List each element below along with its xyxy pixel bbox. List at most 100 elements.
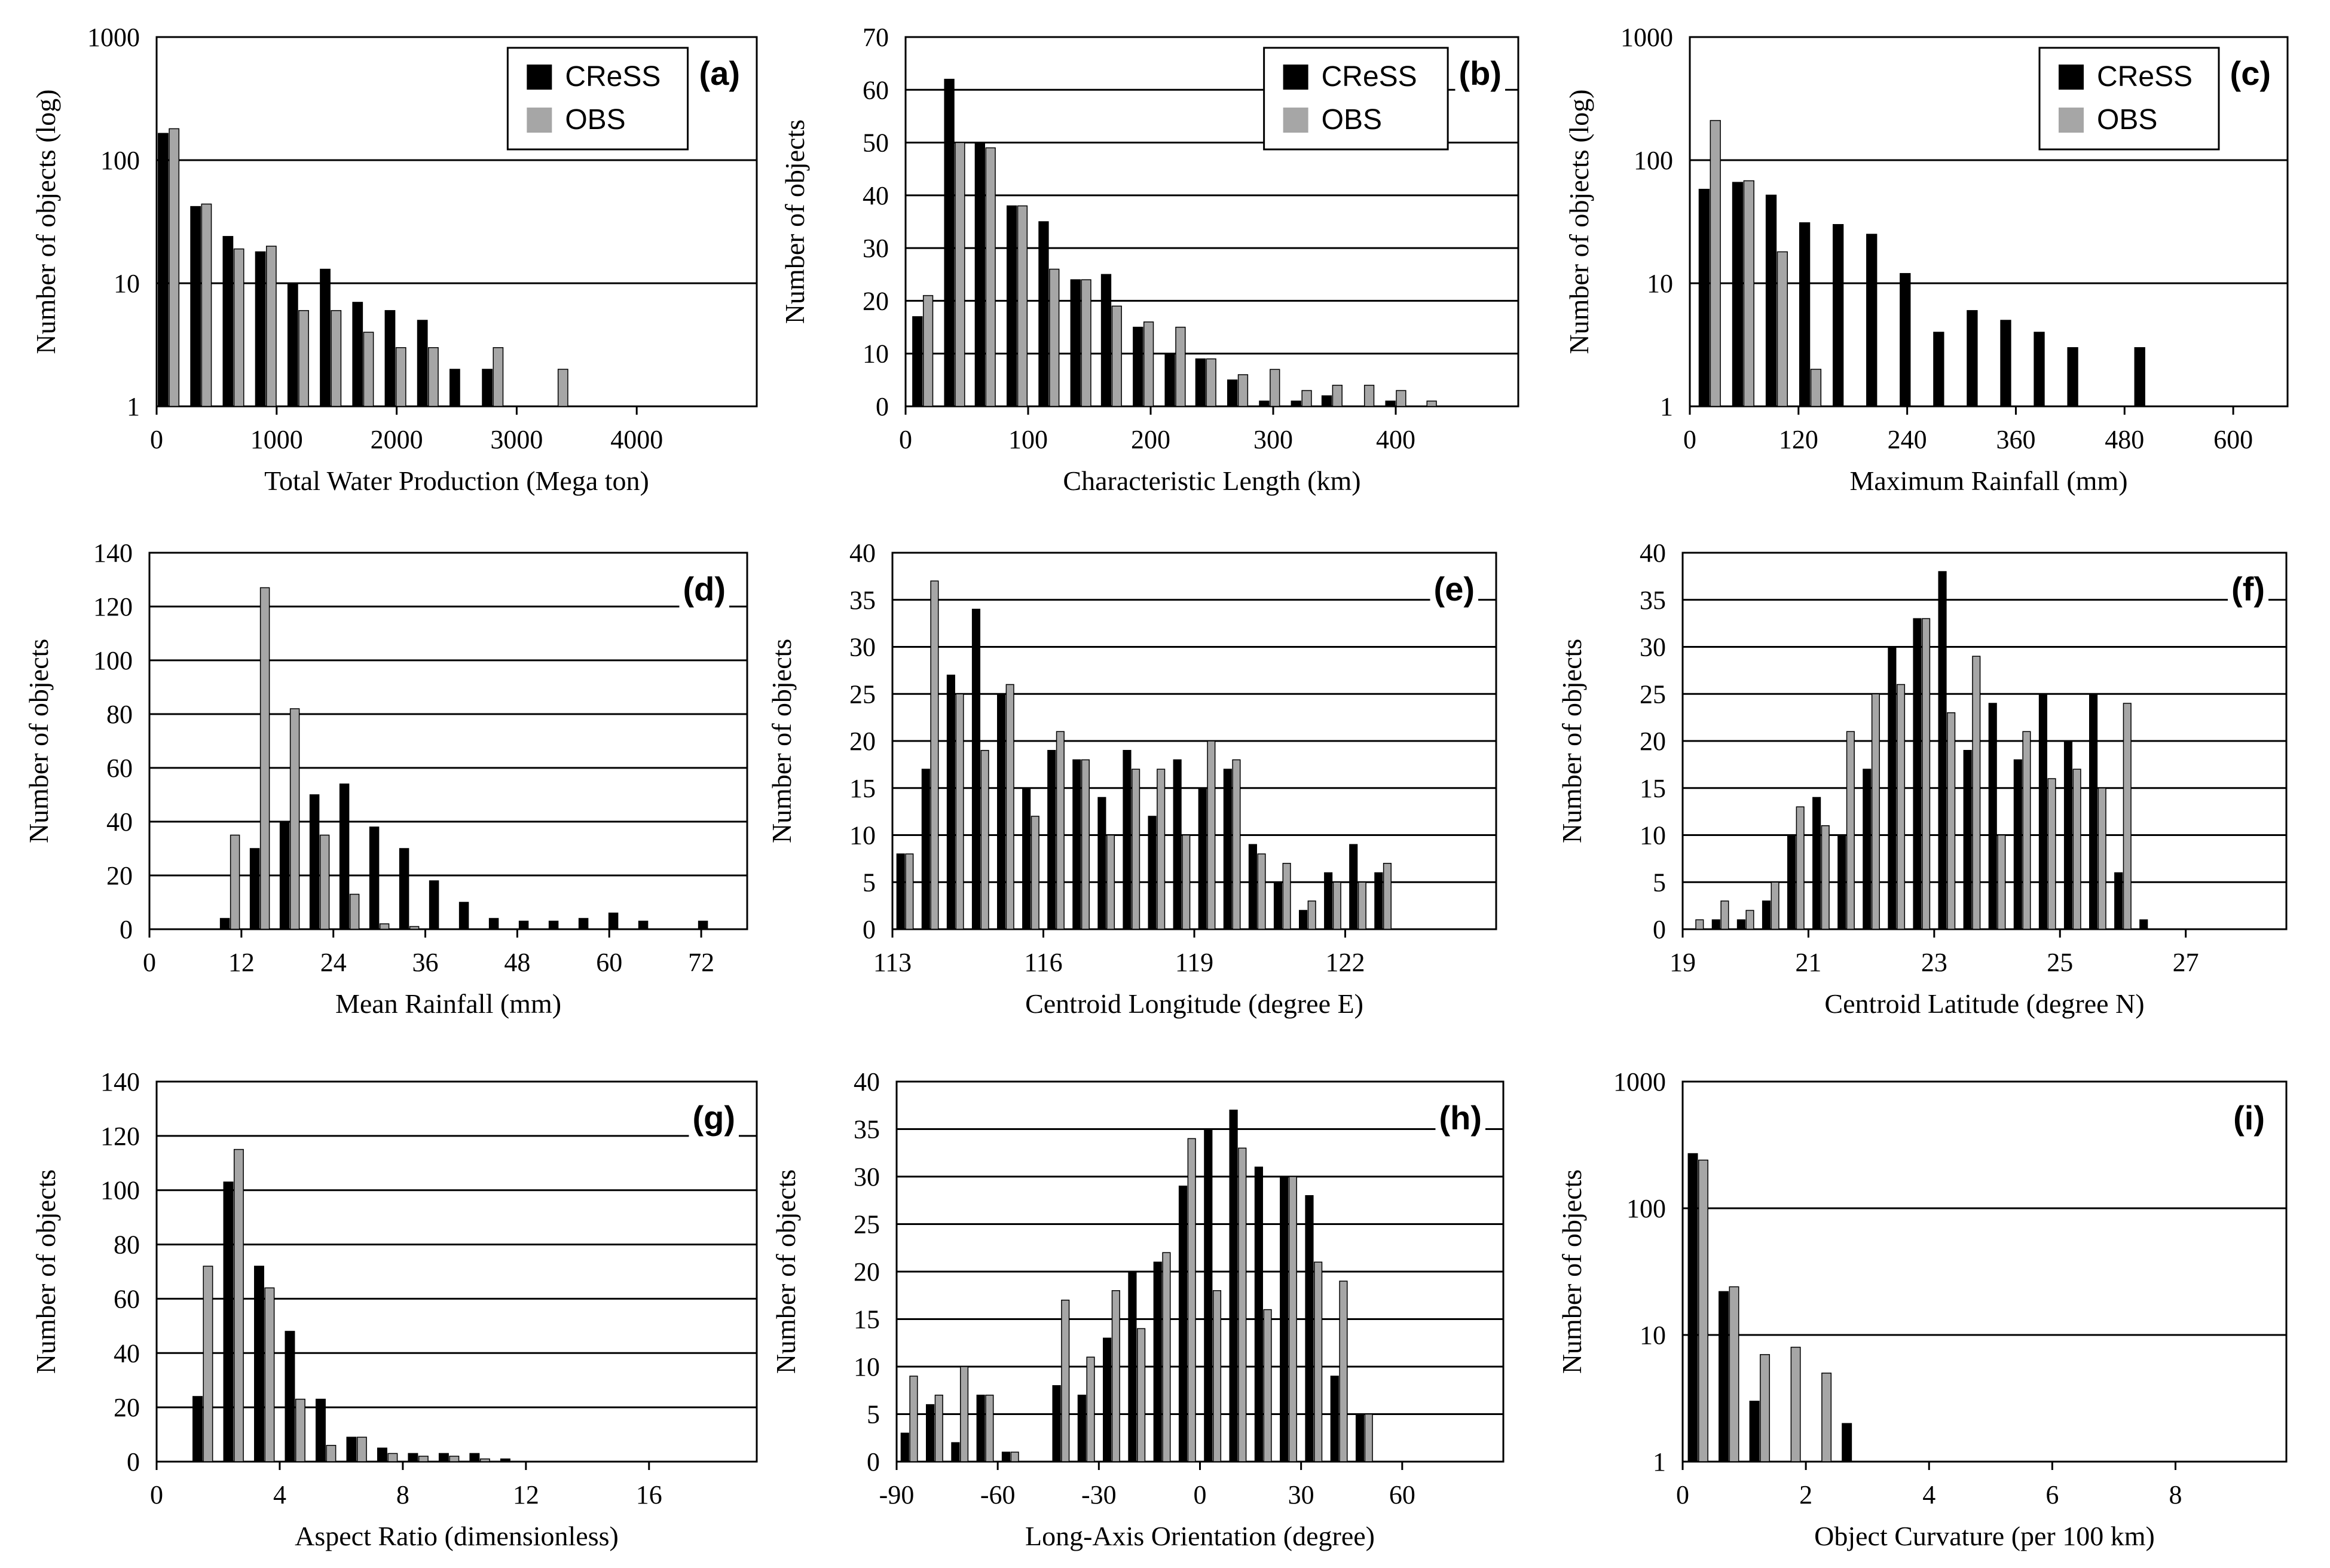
legend-label-cress: CReSS [565,61,661,93]
x-tick-label: 8 [2169,1480,2182,1509]
y-axis-label: Number of objects (log) [1564,89,1594,354]
bar-cress [608,912,619,930]
bar-cress [450,369,460,407]
bar-cress [1698,188,1710,407]
y-tick-label: 40 [863,181,889,210]
bar-cress [1006,205,1017,407]
bar-obs [955,693,964,930]
x-tick-label: 0 [143,948,156,977]
bar-cress [1148,816,1157,930]
bar-cress [2013,759,2022,930]
bar-obs [1086,1356,1095,1462]
panel-label: (e) [1434,570,1475,608]
bar-obs [1111,1290,1120,1462]
x-tick-label: 0 [1676,1480,1689,1509]
bar-obs [1301,390,1312,407]
bar-cress [1765,194,1777,407]
y-tick-label: 30 [854,1162,880,1192]
legend-label-cress: CReSS [2097,61,2193,93]
bar-cress [1047,750,1056,930]
plot-area [1681,1080,2288,1463]
bar-obs [1237,374,1249,407]
bar-cress [1259,400,1270,407]
x-tick-label: 30 [1288,1480,1314,1509]
bar-cress [1736,919,1745,930]
x-tick-label: 0 [899,425,912,454]
y-tick-label: 50 [863,128,889,158]
bar-cress [158,133,169,407]
bar-obs [1182,834,1191,930]
bar-cress [971,608,981,930]
bar-obs [2047,778,2056,930]
x-tick-label: 0 [1194,1480,1207,1509]
bar-obs [1157,768,1166,930]
bar-obs [289,708,300,930]
bar-obs [1363,384,1375,407]
bar-obs [1846,731,1855,930]
bar-obs [930,580,939,930]
bar-obs [259,587,270,930]
bar-obs [449,1456,460,1462]
y-tick-label: 60 [863,75,889,105]
y-tick-label: 20 [863,286,889,316]
bar-obs [1896,684,1906,930]
y-tick-label: 0 [120,915,133,944]
bar-cress [2000,320,2011,407]
y-tick-label: 10 [854,1352,880,1382]
x-tick-label: 12 [228,948,255,977]
bar-cress [2034,332,2045,407]
y-tick-label: 0 [863,915,876,944]
y-tick-label: 100 [100,1176,140,1205]
y-tick-label: 100 [93,646,133,675]
panel-label-background [1435,1098,1485,1138]
y-tick-label: 10 [114,269,140,298]
x-tick-label: 120 [1779,425,1818,454]
bar-obs [1111,305,1122,407]
y-tick-label: 80 [106,700,133,729]
bar-cress [1812,797,1821,930]
bar-cress [578,918,589,930]
bar-cress [1198,788,1207,930]
bar-cress [408,1453,418,1462]
legend-swatch-cress [2059,65,2084,90]
bar-cress [417,320,428,407]
bar-cress [1866,234,1878,407]
bar-cress [1374,872,1383,930]
bar-obs [1314,1261,1323,1462]
x-tick-label: 72 [688,948,714,977]
panel-label: (a) [699,54,740,92]
plot-area [148,552,748,930]
bar-cress [1273,881,1283,930]
bar-cress [926,1404,935,1462]
chart-f: 0 5 10 15 20 25 30 35 40 19 21 23 25 27 Centroid Latit… [1557,538,2288,1019]
bar-obs [233,1149,244,1462]
panel-label: (b) [1458,54,1502,92]
y-tick-label: 40 [114,1339,140,1368]
bar-obs [1162,1252,1171,1462]
bar-cress [1164,353,1175,407]
x-axis-label: Centroid Longitude (degree E) [1025,988,1363,1019]
chart-g: 0 20 40 60 80 100 120 140 0 4 8 12 16 Aspect Ratio (d… [30,1067,758,1551]
chart-c: 1 10 100 1000 0 120 240 360 480 600 Maximum Rainfa… [1564,23,2289,496]
y-tick-label: 140 [93,538,133,568]
bar-cress [1913,618,1922,930]
panel-label-background [2230,1098,2268,1138]
bar-cress [1900,272,1911,407]
bar-obs [1922,618,1931,930]
bar-obs [1238,1147,1247,1462]
bar-cress [222,235,234,407]
x-tick-label: 4 [273,1480,286,1509]
legend-swatch-cress [527,65,552,90]
bar-obs [1106,834,1115,930]
bar-obs [1698,1159,1708,1462]
y-tick-label: 0 [867,1447,880,1477]
y-tick-label: 10 [849,821,876,850]
panel-label: (g) [692,1099,735,1137]
bar-obs [1263,1309,1272,1462]
x-tick-label: 48 [504,948,530,977]
bar-cress [469,1453,480,1462]
bar-obs [1743,180,1754,407]
bar-cress [219,918,230,930]
bar-obs [1821,1373,1832,1462]
x-tick-label: 16 [636,1480,662,1509]
